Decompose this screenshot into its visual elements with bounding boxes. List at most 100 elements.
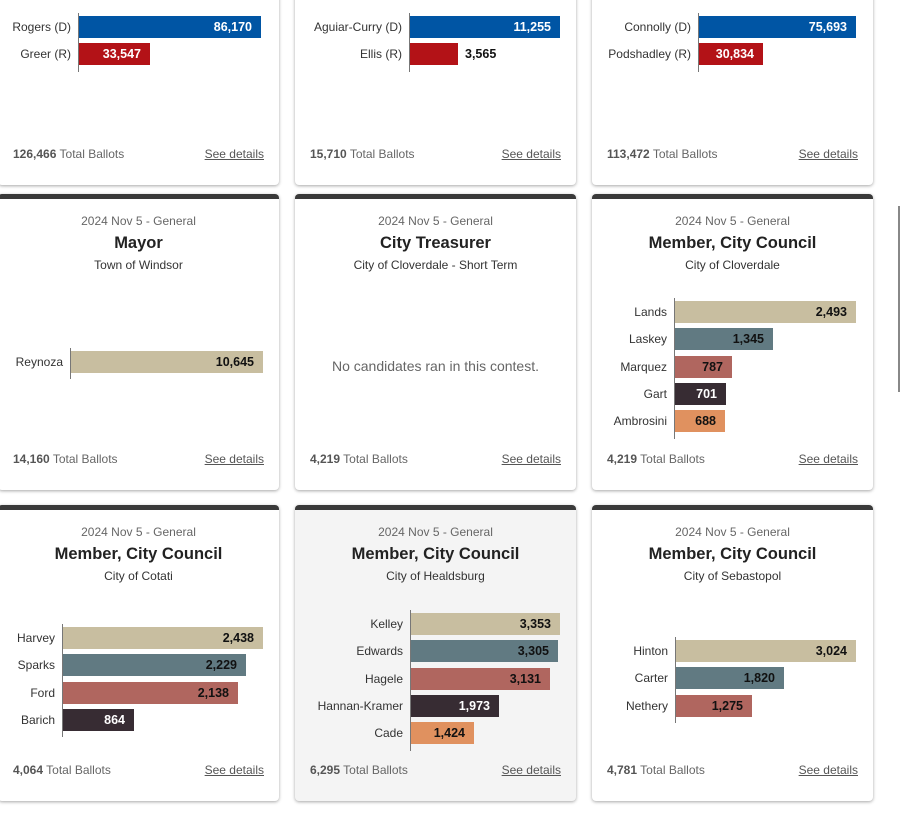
contest-title: Member, City Council — [648, 234, 817, 252]
see-details-link[interactable]: See details — [501, 452, 561, 466]
vote-bar — [411, 613, 560, 635]
candidate-name: Ford — [30, 685, 55, 700]
total-ballots-label: Total Ballots — [343, 452, 408, 466]
see-details-link[interactable]: See details — [204, 763, 264, 777]
chart-axis — [62, 624, 63, 738]
vote-bar — [79, 43, 150, 66]
vote-count: 3,353 — [519, 617, 551, 631]
candidate-name: Cade — [374, 726, 403, 741]
vote-count: 3,024 — [815, 644, 847, 658]
candidate-row: Carter 1,820 — [592, 667, 873, 690]
vote-count: 86,170 — [213, 20, 252, 34]
contest-subtitle: City of Cloverdale — [685, 258, 780, 272]
candidate-name: Hannan-Kramer — [317, 698, 403, 713]
vote-bar — [63, 627, 263, 649]
see-details-link[interactable]: See details — [798, 452, 858, 466]
card-footer: 4,219 Total Ballots See details — [607, 452, 858, 468]
contest-card: 2024 Nov 5 - General Member, City Council… — [295, 505, 576, 801]
see-details-link[interactable]: See details — [204, 147, 264, 161]
candidate-name: Connolly (D) — [624, 20, 691, 34]
candidate-row: Kelley 3,353 — [295, 613, 576, 635]
candidate-row: Laskey 1,345 — [592, 328, 873, 351]
election-date: 2024 Nov 5 - General — [81, 525, 196, 539]
chart-axis — [70, 348, 71, 380]
total-ballots: 6,295 Total Ballots — [310, 763, 408, 777]
total-ballots-count: 4,219 — [310, 452, 341, 466]
total-ballots-count: 4,064 — [13, 763, 44, 777]
card-footer: 14,160 Total Ballots See details — [13, 452, 264, 468]
vote-count: 3,565 — [465, 47, 497, 62]
total-ballots: 4,781 Total Ballots — [607, 763, 705, 777]
contest-card: Connolly (D) 75,693 Podshadley (R) 30,834 11… — [592, 0, 873, 185]
contest-subtitle: City of Sebastopol — [683, 569, 782, 583]
contest-title: Member, City Council — [351, 545, 520, 563]
total-ballots-count: 126,466 — [13, 147, 57, 161]
vote-count: 3,305 — [517, 644, 549, 659]
candidate-row: Nethery 1,275 — [592, 694, 873, 717]
candidate-row: Lands 2,493 — [592, 301, 873, 323]
vote-count: 33,547 — [102, 47, 141, 62]
candidate-row: Harvey 2,438 — [0, 627, 279, 649]
vote-bar — [79, 16, 261, 38]
vote-bar — [411, 722, 474, 745]
contest-card: 2024 Nov 5 - General City Treasurer City o… — [295, 194, 576, 490]
total-ballots: 15,710 Total Ballots — [310, 147, 415, 161]
see-details-link[interactable]: See details — [798, 763, 858, 777]
election-date: 2024 Nov 5 - General — [378, 214, 493, 228]
card-footer: 15,710 Total Ballots See details — [310, 147, 561, 163]
candidate-name: Greer (R) — [20, 47, 71, 62]
bar-chart: Hinton 3,024 Carter 1,820 Nethery 1,275 — [592, 637, 873, 728]
see-details-link[interactable]: See details — [204, 452, 264, 466]
candidate-name: Laskey — [628, 332, 667, 347]
candidate-row: Reynoza 10,645 — [0, 351, 279, 373]
vote-count: 3,131 — [509, 671, 541, 686]
contest-title: Mayor — [114, 234, 163, 252]
total-ballots: 4,219 Total Ballots — [607, 452, 705, 466]
vote-bar — [675, 301, 856, 323]
total-ballots: 4,219 Total Ballots — [310, 452, 408, 466]
vote-count: 10,645 — [215, 355, 254, 369]
candidate-row: Edwards 3,305 — [295, 640, 576, 663]
candidate-name: Hinton — [633, 644, 668, 658]
candidate-row: Ellis (R) 3,565 — [295, 43, 576, 66]
candidate-name: Ambrosini — [613, 414, 667, 429]
total-ballots-label: Total Ballots — [343, 763, 408, 777]
chart-axis — [675, 637, 676, 723]
vote-count: 688 — [695, 414, 716, 429]
contest-card: 2024 Nov 5 - General Mayor Town of Windsor… — [0, 194, 279, 490]
vote-bar — [63, 654, 246, 677]
contest-subtitle: Town of Windsor — [94, 258, 183, 272]
contest-subtitle: City of Cloverdale - Short Term — [353, 258, 518, 272]
see-details-link[interactable]: See details — [798, 147, 858, 161]
vote-count: 701 — [696, 386, 717, 401]
card-footer: 4,064 Total Ballots See details — [13, 763, 264, 779]
vote-count: 1,275 — [711, 698, 743, 713]
see-details-link[interactable]: See details — [501, 763, 561, 777]
vote-bar — [676, 667, 784, 690]
bar-chart: Aguiar-Curry (D) 11,255 Ellis (R) 3,565 — [295, 13, 576, 77]
candidate-name: Sparks — [17, 658, 55, 673]
candidate-row: Hannan-Kramer 1,973 — [295, 694, 576, 717]
vote-count: 75,693 — [808, 20, 847, 34]
scrollbar[interactable] — [898, 206, 900, 392]
total-ballots-count: 15,710 — [310, 147, 347, 161]
bar-chart: Kelley 3,353 Edwards 3,305 Hagele 3,131 Hannan… — [295, 610, 576, 756]
vote-bar — [410, 16, 560, 38]
election-date: 2024 Nov 5 - General — [378, 525, 493, 539]
candidate-name: Lands — [634, 305, 667, 319]
total-ballots: 14,160 Total Ballots — [13, 452, 118, 466]
candidate-name: Kelley — [370, 617, 403, 631]
candidate-row: Connolly (D) 75,693 — [592, 16, 873, 38]
vote-bar — [676, 640, 856, 662]
candidate-name: Aguiar-Curry (D) — [313, 20, 402, 34]
contest-card: Aguiar-Curry (D) 11,255 Ellis (R) 3,565 15,7… — [295, 0, 576, 185]
total-ballots-label: Total Ballots — [52, 452, 118, 466]
candidate-name: Podshadley (R) — [608, 47, 691, 62]
candidate-name: Harvey — [16, 631, 55, 645]
vote-bar — [675, 410, 725, 433]
chart-axis — [410, 610, 411, 751]
see-details-link[interactable]: See details — [501, 147, 561, 161]
candidate-row: Hagele 3,131 — [295, 667, 576, 690]
candidate-row: Greer (R) 33,547 — [0, 43, 279, 66]
vote-count: 864 — [104, 712, 125, 727]
